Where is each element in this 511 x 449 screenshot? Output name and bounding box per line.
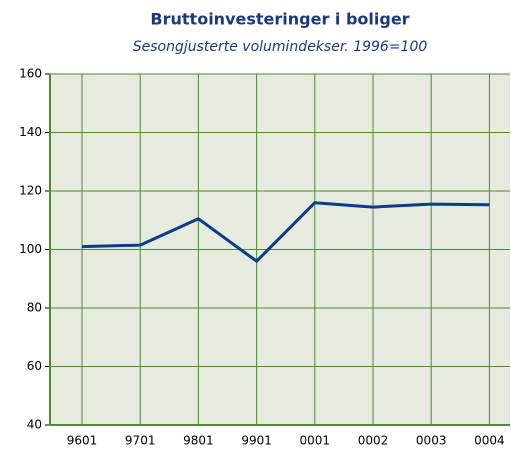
line xyxy=(81,201,490,263)
y-tick-label: 100 xyxy=(19,242,42,256)
x-tick-label: 0001 xyxy=(300,434,331,448)
x-tick-label: 0002 xyxy=(358,434,389,448)
y-tick-label: 140 xyxy=(19,125,42,139)
y-tick-label: 60 xyxy=(27,359,42,373)
y-tick-label: 120 xyxy=(19,184,42,198)
x-tick-label: 9701 xyxy=(125,434,156,448)
y-tick-label: 40 xyxy=(27,418,42,432)
x-tick-label: 9901 xyxy=(241,434,272,448)
x-tick-label: 9801 xyxy=(183,434,214,448)
y-tick-label: 80 xyxy=(27,301,42,315)
chart-title: Bruttoinvesteringer i boliger xyxy=(150,10,409,29)
x-tick-label: 9601 xyxy=(67,434,98,448)
y-tick-label: 160 xyxy=(19,67,42,81)
x-tick-label: 0004 xyxy=(474,434,505,448)
chart-subtitle: Sesongjusterte volumindekser. 1996=100 xyxy=(133,39,428,55)
x-tick-label: 0003 xyxy=(416,434,447,448)
